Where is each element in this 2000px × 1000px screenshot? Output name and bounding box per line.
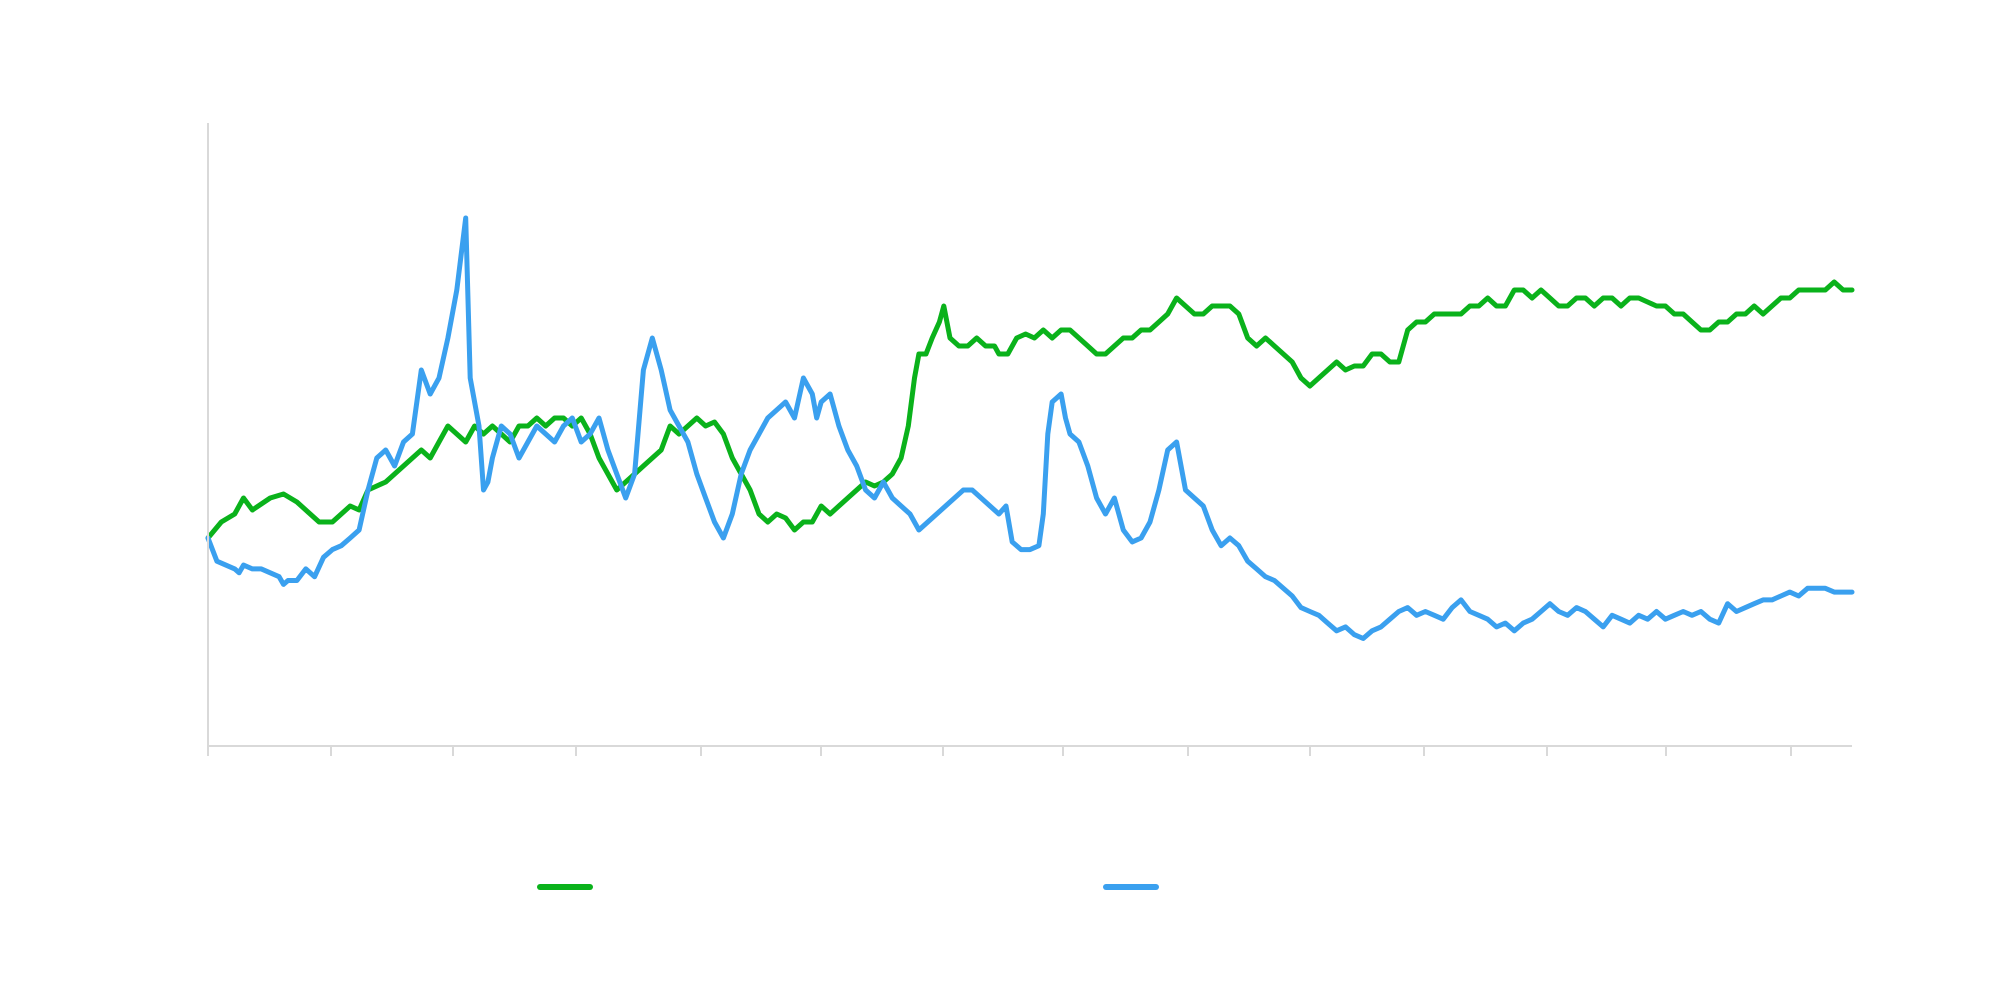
series-line-1 xyxy=(205,279,1855,541)
x-axis-ticks xyxy=(207,746,1792,756)
plot-area xyxy=(205,215,1855,641)
series-line-2 xyxy=(205,215,1855,641)
